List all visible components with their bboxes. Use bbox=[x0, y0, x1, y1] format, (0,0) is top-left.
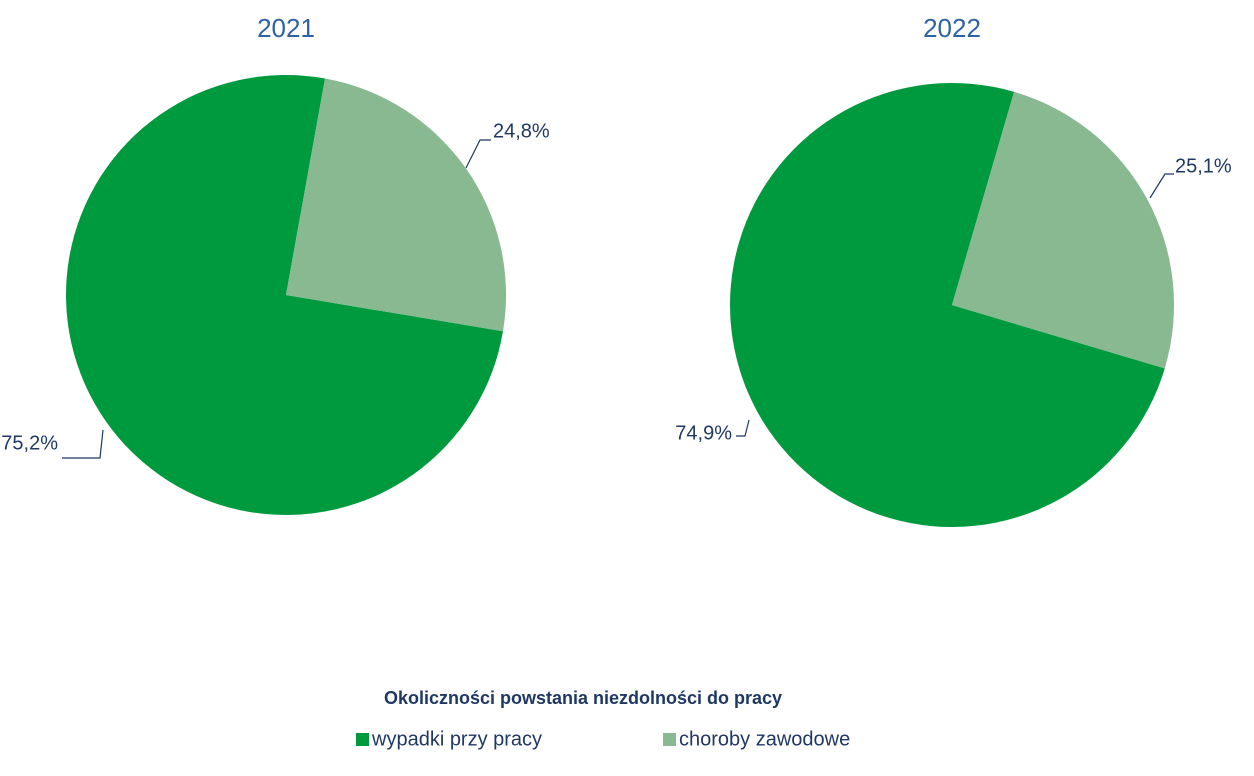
pie-slice bbox=[729, 82, 1165, 527]
data-label: 25,1% bbox=[1175, 155, 1232, 177]
data-label: 24,8% bbox=[493, 120, 550, 142]
data-label: 74,9% bbox=[675, 422, 732, 444]
leader-line bbox=[465, 139, 491, 169]
legend-title: Okoliczności powstania niezdolności do p… bbox=[384, 688, 782, 708]
leader-line bbox=[62, 429, 104, 459]
leader-line bbox=[1149, 173, 1174, 199]
pie-title: 2022 bbox=[923, 13, 981, 43]
legend-label: choroby zawodowe bbox=[679, 728, 850, 750]
pie-slice bbox=[286, 78, 506, 332]
pie-slice bbox=[65, 74, 503, 516]
pie-title: 2021 bbox=[257, 13, 315, 43]
legend-label: wypadki przy pracy bbox=[371, 728, 542, 750]
pie-slice bbox=[952, 91, 1174, 369]
leader-line bbox=[736, 419, 750, 437]
data-label: 75,2% bbox=[1, 432, 58, 454]
legend-swatch bbox=[356, 733, 369, 746]
legend-swatch bbox=[663, 733, 676, 746]
